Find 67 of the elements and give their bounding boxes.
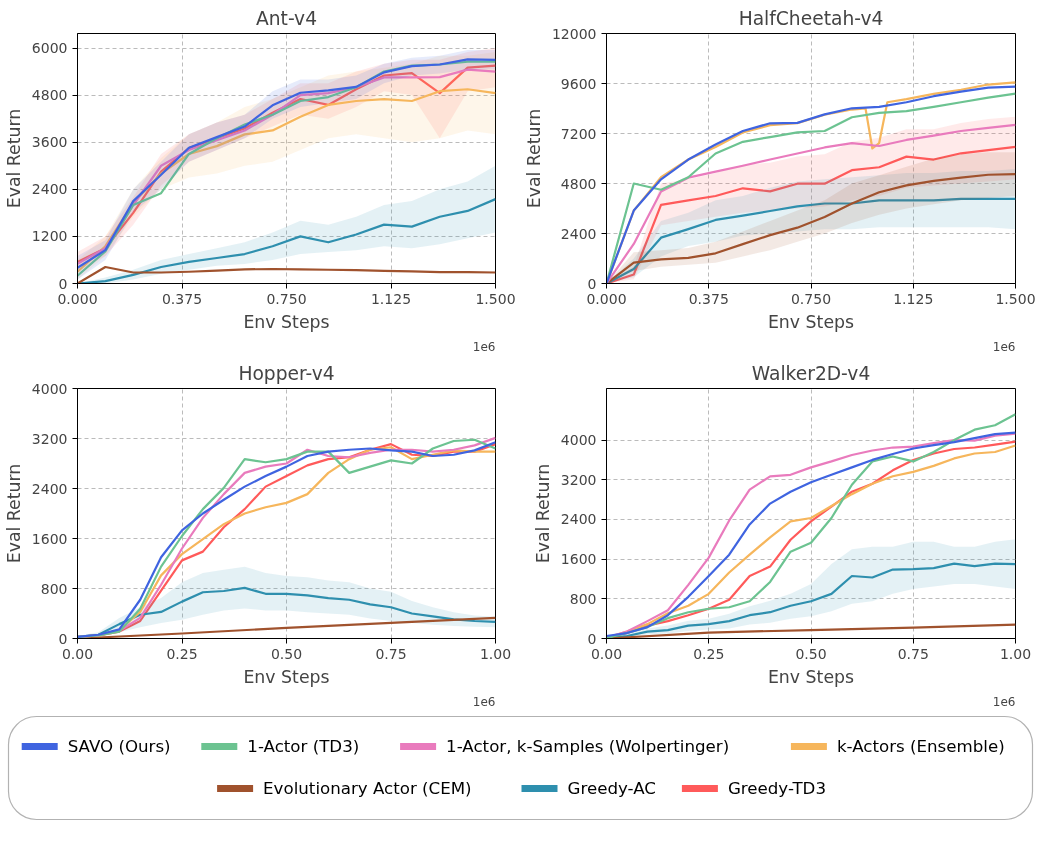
legend-label: 1-Actor (TD3) bbox=[247, 737, 360, 756]
legend-label: Evolutionary Actor (CEM) bbox=[263, 779, 472, 798]
x-tick-label: 1.125 bbox=[370, 290, 412, 307]
y-tick-label: 1600 bbox=[31, 530, 68, 547]
x-axis-title: Env Steps bbox=[767, 666, 855, 687]
y-tick-label: 2400 bbox=[31, 480, 68, 497]
legend-label: k-Actors (Ensemble) bbox=[836, 737, 1005, 756]
x-tick-label: 1.00 bbox=[999, 645, 1032, 662]
x-tick-label: 0.750 bbox=[790, 290, 832, 307]
y-tick-label: 2400 bbox=[31, 181, 68, 198]
x-tick-label: 0.00 bbox=[61, 645, 94, 662]
y-tick-label: 2400 bbox=[560, 225, 597, 242]
legend-label: Greedy-TD3 bbox=[727, 779, 827, 798]
x-axis-title: Env Steps bbox=[243, 666, 330, 687]
y-tick-label: 0 bbox=[587, 275, 597, 292]
y-axis-title: Eval Return bbox=[523, 108, 544, 209]
legend-label: Greedy-AC bbox=[567, 779, 656, 798]
text: 1e6 bbox=[472, 339, 496, 354]
y-axis-title: Eval Return bbox=[3, 108, 24, 209]
x-tick-label: 0.75 bbox=[897, 645, 929, 662]
y-tick-label: 4000 bbox=[31, 380, 68, 397]
y-tick-label: 4000 bbox=[560, 432, 597, 449]
x-tick-label: 0.75 bbox=[375, 645, 407, 662]
legend-label: SAVO (Ours) bbox=[67, 737, 171, 756]
y-tick-label: 800 bbox=[40, 580, 68, 597]
y-tick-label: 3600 bbox=[31, 134, 68, 151]
x-tick-label: 0.375 bbox=[161, 290, 203, 307]
y-tick-label: 2400 bbox=[560, 511, 597, 528]
text: 1e6 bbox=[472, 694, 496, 709]
y-tick-label: 4800 bbox=[560, 175, 597, 192]
y-tick-label: 6000 bbox=[31, 40, 68, 57]
text: 1e6 bbox=[992, 339, 1016, 354]
y-tick-label: 9600 bbox=[560, 75, 597, 92]
chart-title: Walker2D-v4 bbox=[751, 362, 871, 384]
legend-label: 1-Actor, k-Samples (Wolpertinger) bbox=[446, 737, 730, 756]
y-axis-title: Eval Return bbox=[532, 463, 553, 564]
y-tick-label: 1200 bbox=[31, 228, 68, 245]
y-tick-label: 7200 bbox=[560, 125, 597, 142]
y-tick-label: 12000 bbox=[551, 25, 597, 42]
text: 1e6 bbox=[992, 694, 1016, 709]
x-tick-label: 1.500 bbox=[995, 290, 1036, 307]
chart-title: Hopper-v4 bbox=[238, 362, 335, 384]
x-tick-label: 0.25 bbox=[166, 645, 198, 662]
y-tick-label: 1600 bbox=[560, 551, 597, 568]
y-tick-label: 800 bbox=[569, 590, 597, 607]
chart-title: Ant-v4 bbox=[255, 7, 318, 29]
y-tick-label: 0 bbox=[58, 630, 68, 647]
x-tick-label: 0.750 bbox=[266, 290, 307, 307]
x-tick-label: 0.00 bbox=[590, 645, 623, 662]
x-tick-label: 0.000 bbox=[57, 290, 98, 307]
x-tick-label: 0.000 bbox=[586, 290, 627, 307]
x-tick-label: 0.50 bbox=[270, 645, 303, 662]
y-tick-label: 3200 bbox=[31, 430, 68, 447]
y-tick-label: 3200 bbox=[560, 471, 597, 488]
x-tick-label: 0.25 bbox=[693, 645, 725, 662]
x-tick-label: 0.50 bbox=[795, 645, 827, 662]
x-axis-title: Env Steps bbox=[767, 311, 855, 332]
y-tick-label: 0 bbox=[587, 630, 597, 647]
chart-title: HalfCheetah-v4 bbox=[738, 7, 884, 29]
y-axis-title: Eval Return bbox=[3, 463, 24, 564]
x-axis-title: Env Steps bbox=[243, 311, 330, 332]
x-tick-label: 1.00 bbox=[479, 645, 512, 662]
y-tick-label: 0 bbox=[58, 275, 68, 292]
x-tick-label: 1.500 bbox=[475, 290, 516, 307]
x-tick-label: 1.125 bbox=[893, 290, 934, 307]
y-tick-label: 4800 bbox=[31, 87, 68, 104]
x-tick-label: 0.375 bbox=[688, 290, 729, 307]
